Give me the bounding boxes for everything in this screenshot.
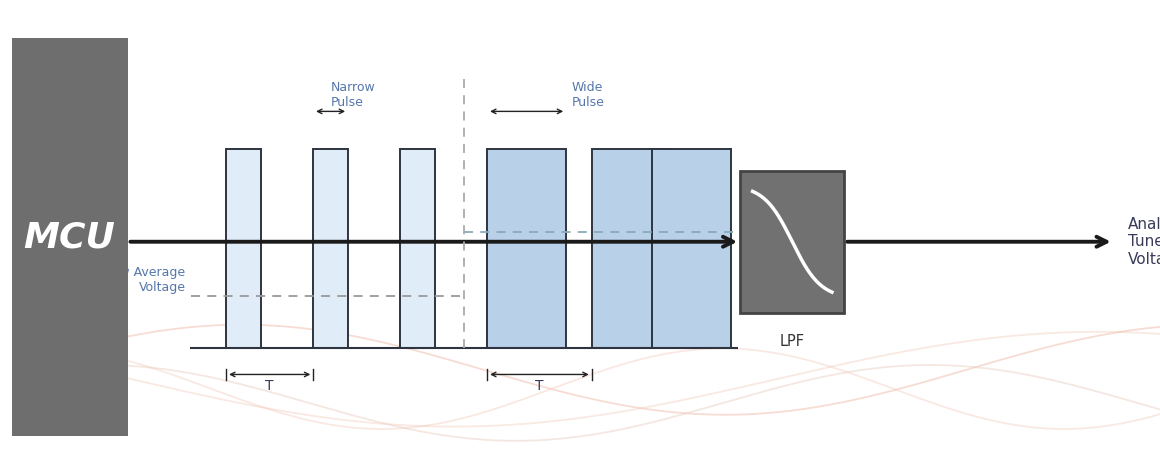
Bar: [400, 149, 435, 348]
Bar: [226, 149, 261, 348]
Text: MCU: MCU: [23, 220, 116, 254]
Text: High Average
Voltage: High Average Voltage: [748, 202, 833, 230]
Text: T: T: [535, 379, 544, 393]
Bar: [592, 149, 670, 348]
Bar: [740, 171, 844, 313]
Bar: [313, 149, 348, 348]
Text: Analog
Tune
Voltage: Analog Tune Voltage: [1128, 217, 1160, 267]
Text: Low Average
Voltage: Low Average Voltage: [106, 266, 186, 294]
Bar: [487, 149, 566, 348]
Text: Narrow
Pulse: Narrow Pulse: [331, 81, 376, 109]
Bar: [652, 149, 731, 348]
Text: Wide
Pulse: Wide Pulse: [572, 81, 604, 109]
Bar: [12, 38, 128, 436]
Text: T: T: [266, 379, 274, 393]
Text: LPF: LPF: [780, 334, 805, 349]
